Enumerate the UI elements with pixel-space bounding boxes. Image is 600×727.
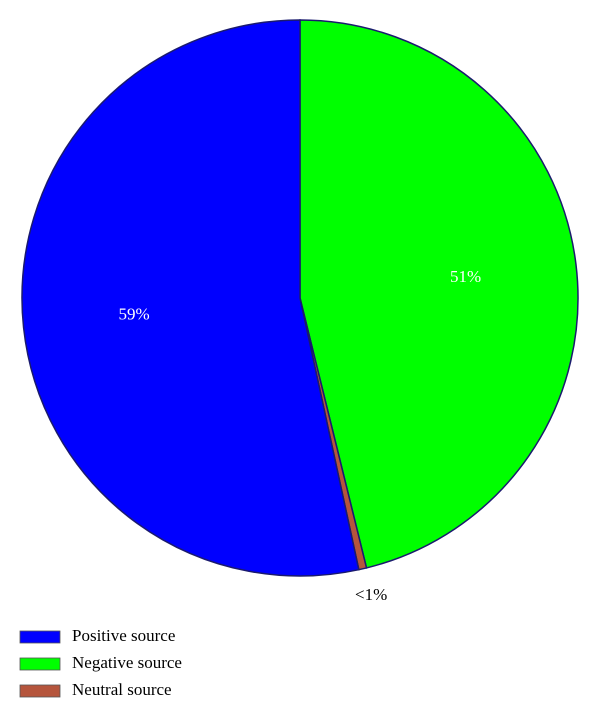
pie-slice — [299, 19, 579, 569]
legend-label: Neutral source — [72, 680, 172, 699]
value-label: 51% — [450, 267, 481, 286]
legend-label: Positive source — [72, 626, 175, 645]
pie-slice — [21, 19, 360, 577]
legend-swatch — [19, 657, 61, 671]
legend-swatch — [19, 630, 61, 644]
value-label: <1% — [355, 585, 387, 604]
legend-swatch — [19, 684, 61, 698]
legend-label: Negative source — [72, 653, 182, 672]
value-label: 59% — [119, 305, 150, 324]
